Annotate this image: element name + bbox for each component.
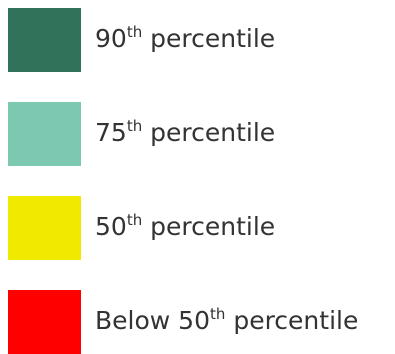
legend-label: 50th percentile xyxy=(95,210,276,241)
legend-label: 90th percentile xyxy=(95,22,276,53)
legend-swatch xyxy=(8,8,81,72)
legend-swatch xyxy=(8,196,81,260)
percentile-legend: 90th percentile 75th percentile 50th per… xyxy=(8,8,388,354)
legend-label: 75th percentile xyxy=(95,116,276,147)
legend-label: Below 50th percentile xyxy=(95,304,359,335)
legend-swatch xyxy=(8,102,81,166)
legend-swatch xyxy=(8,290,81,354)
